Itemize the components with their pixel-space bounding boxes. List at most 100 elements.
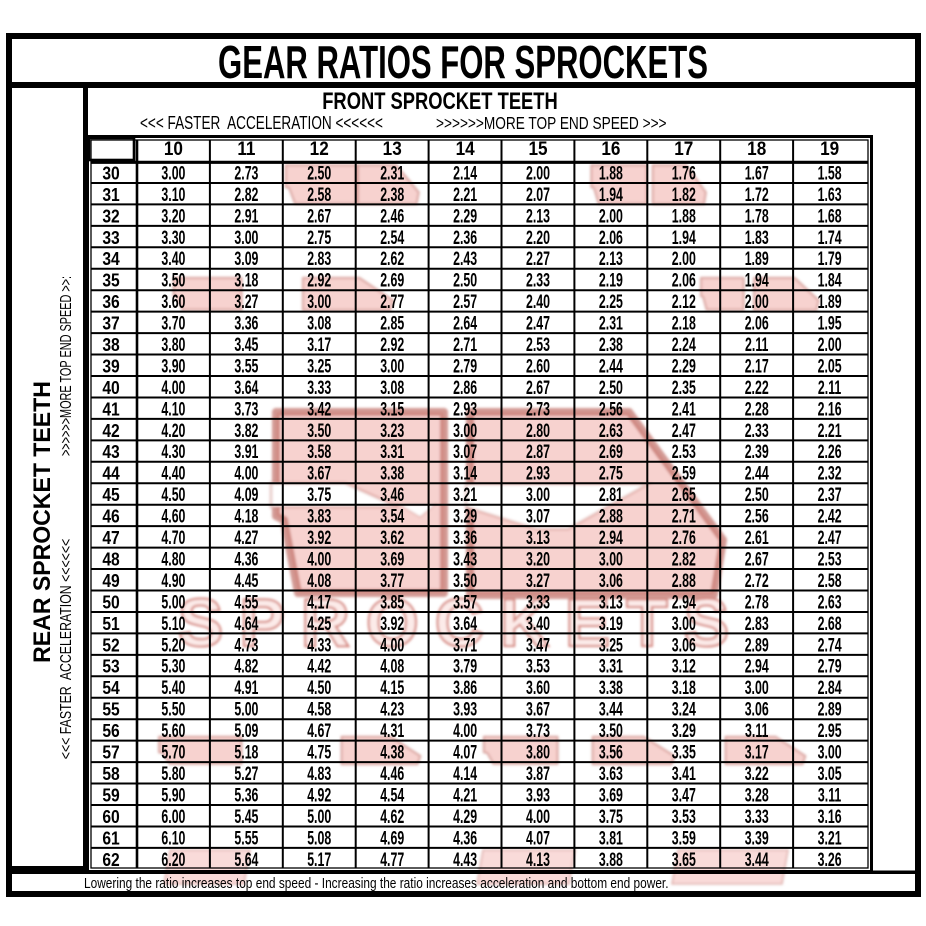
svg-text:2.88: 2.88 <box>599 506 623 527</box>
svg-text:<<< FASTER ACCELERATION <<<<<: <<< FASTER ACCELERATION <<<<<< <box>58 539 76 759</box>
svg-text:FRONT SPROCKET TEETH: FRONT SPROCKET TEETH <box>322 88 558 115</box>
svg-text:3.80: 3.80 <box>526 742 550 763</box>
svg-text:3.00: 3.00 <box>745 678 769 699</box>
svg-text:2.18: 2.18 <box>672 313 696 334</box>
svg-text:2.14: 2.14 <box>453 163 477 184</box>
svg-text:4.00: 4.00 <box>161 377 185 398</box>
svg-text:4.18: 4.18 <box>234 506 258 527</box>
svg-text:4.08: 4.08 <box>380 656 404 677</box>
svg-text:17: 17 <box>674 137 693 159</box>
svg-text:2.42: 2.42 <box>818 506 842 527</box>
svg-text:3.17: 3.17 <box>745 742 769 763</box>
svg-text:1.88: 1.88 <box>672 206 696 227</box>
svg-text:3.58: 3.58 <box>307 442 331 463</box>
svg-text:46: 46 <box>102 506 119 526</box>
svg-text:2.39: 2.39 <box>745 442 769 463</box>
svg-text:2.71: 2.71 <box>453 334 477 355</box>
svg-text:2.77: 2.77 <box>380 291 404 312</box>
svg-text:3.26: 3.26 <box>818 849 842 870</box>
svg-text:Lowering the ratio increases t: Lowering the ratio increases top end spe… <box>84 875 669 891</box>
svg-text:2.88: 2.88 <box>672 570 696 591</box>
svg-text:5.00: 5.00 <box>161 592 185 613</box>
svg-text:3.38: 3.38 <box>380 463 404 484</box>
svg-text:3.18: 3.18 <box>234 270 258 291</box>
svg-text:1.68: 1.68 <box>818 206 842 227</box>
svg-text:5.00: 5.00 <box>307 806 331 827</box>
svg-text:4.73: 4.73 <box>234 635 258 656</box>
svg-text:2.61: 2.61 <box>745 527 769 548</box>
svg-text:3.82: 3.82 <box>234 420 258 441</box>
svg-text:1.89: 1.89 <box>745 249 769 270</box>
svg-text:2.53: 2.53 <box>526 334 550 355</box>
svg-text:GEAR RATIOS FOR SPROCKETS: GEAR RATIOS FOR SPROCKETS <box>218 37 708 89</box>
svg-text:3.27: 3.27 <box>526 570 550 591</box>
svg-text:3.17: 3.17 <box>307 334 331 355</box>
svg-text:5.60: 5.60 <box>161 720 185 741</box>
svg-text:1.88: 1.88 <box>599 163 623 184</box>
svg-text:3.91: 3.91 <box>234 442 258 463</box>
svg-text:3.11: 3.11 <box>818 785 841 806</box>
svg-text:4.07: 4.07 <box>526 828 550 849</box>
svg-text:42: 42 <box>102 421 119 441</box>
svg-text:4.45: 4.45 <box>234 570 258 591</box>
svg-text:4.67: 4.67 <box>307 720 331 741</box>
svg-text:2.00: 2.00 <box>599 206 623 227</box>
svg-text:3.00: 3.00 <box>599 549 623 570</box>
svg-text:3.80: 3.80 <box>161 334 185 355</box>
svg-text:4.00: 4.00 <box>453 720 477 741</box>
svg-text:2.38: 2.38 <box>599 334 623 355</box>
svg-text:3.35: 3.35 <box>672 742 696 763</box>
svg-text:4.42: 4.42 <box>307 656 331 677</box>
svg-text:4.40: 4.40 <box>161 463 185 484</box>
svg-text:3.00: 3.00 <box>234 227 258 248</box>
svg-text:>>>>>>MORE TOP END SPEED >>:: >>>>>>MORE TOP END SPEED >>: <box>57 276 75 456</box>
svg-text:2.17: 2.17 <box>745 356 769 377</box>
svg-text:3.90: 3.90 <box>161 356 185 377</box>
svg-text:4.55: 4.55 <box>234 592 258 613</box>
svg-text:2.43: 2.43 <box>453 249 477 270</box>
svg-text:2.36: 2.36 <box>453 227 477 248</box>
svg-text:4.83: 4.83 <box>307 763 331 784</box>
svg-text:5.18: 5.18 <box>234 742 258 763</box>
svg-text:3.77: 3.77 <box>380 570 404 591</box>
svg-text:2.74: 2.74 <box>818 635 842 656</box>
svg-text:3.81: 3.81 <box>599 828 623 849</box>
svg-text:3.41: 3.41 <box>672 763 696 784</box>
svg-text:2.94: 2.94 <box>672 592 696 613</box>
svg-text:4.62: 4.62 <box>380 806 404 827</box>
svg-text:2.46: 2.46 <box>380 206 404 227</box>
svg-text:3.21: 3.21 <box>453 484 477 505</box>
svg-text:4.36: 4.36 <box>453 828 477 849</box>
svg-text:36: 36 <box>102 292 119 312</box>
svg-text:2.67: 2.67 <box>307 206 331 227</box>
svg-text:2.54: 2.54 <box>380 227 404 248</box>
svg-text:2.73: 2.73 <box>526 399 550 420</box>
svg-text:2.57: 2.57 <box>453 291 477 312</box>
svg-text:52: 52 <box>102 635 119 655</box>
svg-text:4.43: 4.43 <box>453 849 477 870</box>
svg-text:1.67: 1.67 <box>745 163 769 184</box>
svg-text:<<< FASTER ACCELERATION <<<<<: <<< FASTER ACCELERATION <<<<<< <box>140 114 383 133</box>
svg-text:3.67: 3.67 <box>526 699 550 720</box>
svg-text:2.95: 2.95 <box>818 720 842 741</box>
svg-text:4.10: 4.10 <box>161 399 185 420</box>
svg-text:2.69: 2.69 <box>599 442 623 463</box>
svg-text:2.21: 2.21 <box>818 420 842 441</box>
svg-text:4.00: 4.00 <box>307 549 331 570</box>
svg-text:59: 59 <box>102 785 119 805</box>
svg-text:2.93: 2.93 <box>453 399 477 420</box>
svg-text:2.94: 2.94 <box>745 656 769 677</box>
svg-text:2.07: 2.07 <box>526 184 550 205</box>
svg-text:2.27: 2.27 <box>526 249 550 270</box>
svg-text:2.59: 2.59 <box>672 463 696 484</box>
svg-text:2.06: 2.06 <box>745 313 769 334</box>
svg-text:2.44: 2.44 <box>745 463 769 484</box>
svg-text:3.24: 3.24 <box>672 699 696 720</box>
svg-text:3.47: 3.47 <box>672 785 696 806</box>
svg-text:3.86: 3.86 <box>453 678 477 699</box>
svg-text:3.30: 3.30 <box>161 227 185 248</box>
svg-text:49: 49 <box>102 571 119 591</box>
svg-text:2.91: 2.91 <box>234 206 258 227</box>
svg-text:2.71: 2.71 <box>672 506 696 527</box>
svg-text:4.91: 4.91 <box>234 678 258 699</box>
